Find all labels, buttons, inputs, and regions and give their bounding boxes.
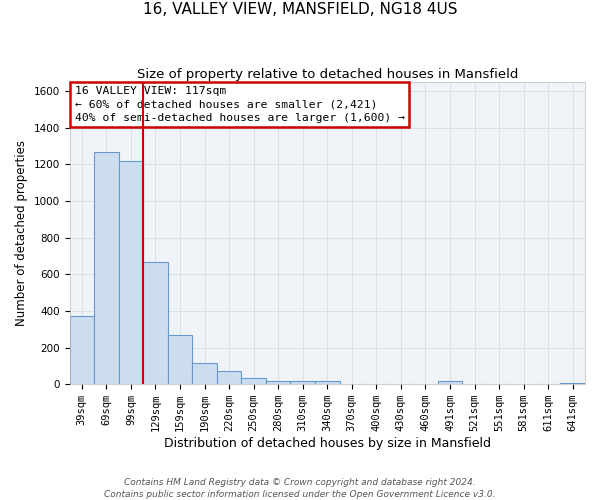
Bar	[70, 316, 94, 384]
Bar	[241, 378, 266, 384]
Text: 16 VALLEY VIEW: 117sqm
← 60% of detached houses are smaller (2,421)
40% of semi-: 16 VALLEY VIEW: 117sqm ← 60% of detached…	[74, 86, 404, 122]
Bar	[192, 363, 217, 384]
Bar	[119, 162, 143, 384]
Y-axis label: Number of detached properties: Number of detached properties	[15, 140, 28, 326]
Title: Size of property relative to detached houses in Mansfield: Size of property relative to detached ho…	[137, 68, 518, 80]
Text: 16, VALLEY VIEW, MANSFIELD, NG18 4US: 16, VALLEY VIEW, MANSFIELD, NG18 4US	[143, 2, 457, 18]
Bar	[266, 380, 290, 384]
Text: Contains HM Land Registry data © Crown copyright and database right 2024.
Contai: Contains HM Land Registry data © Crown c…	[104, 478, 496, 499]
Bar	[290, 380, 315, 384]
Bar	[438, 382, 462, 384]
Bar	[217, 372, 241, 384]
X-axis label: Distribution of detached houses by size in Mansfield: Distribution of detached houses by size …	[164, 437, 491, 450]
Bar	[94, 152, 119, 384]
Bar	[315, 382, 340, 384]
Bar	[143, 262, 168, 384]
Bar	[168, 334, 192, 384]
